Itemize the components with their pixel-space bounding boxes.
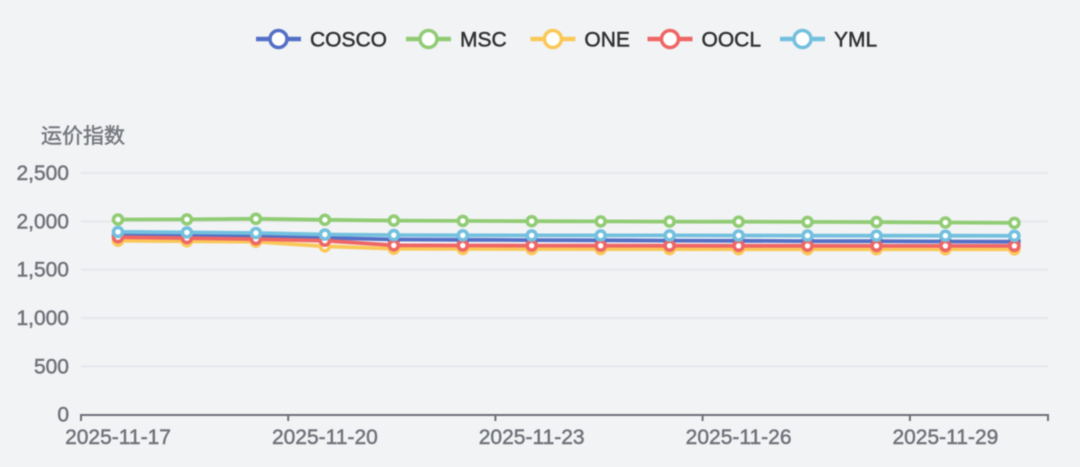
svg-text:0: 0 (57, 404, 69, 427)
svg-text:MSC: MSC (460, 29, 507, 52)
svg-text:ONE: ONE (584, 29, 630, 52)
svg-text:OOCL: OOCL (702, 29, 762, 52)
svg-text:COSCO: COSCO (310, 29, 387, 52)
svg-text:YML: YML (834, 29, 877, 52)
svg-text:运价指数: 运价指数 (41, 125, 125, 148)
svg-text:2,000: 2,000 (16, 210, 69, 233)
svg-text:1,000: 1,000 (16, 307, 69, 330)
svg-text:2025-11-26: 2025-11-26 (686, 426, 792, 449)
svg-text:2025-11-29: 2025-11-29 (892, 426, 998, 449)
svg-text:2025-11-17: 2025-11-17 (65, 426, 171, 449)
svg-text:2025-11-23: 2025-11-23 (479, 426, 585, 449)
svg-text:1,500: 1,500 (16, 259, 69, 282)
svg-text:2,500: 2,500 (16, 162, 69, 185)
svg-text:500: 500 (34, 355, 69, 378)
svg-text:2025-11-20: 2025-11-20 (272, 426, 378, 449)
